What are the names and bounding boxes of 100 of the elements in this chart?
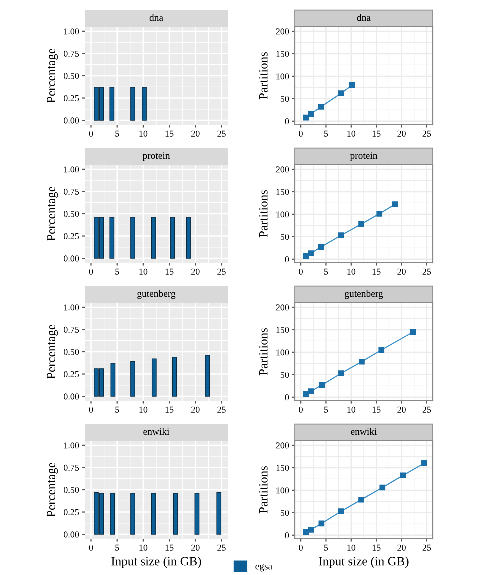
x-tick-label: 0 bbox=[299, 268, 303, 275]
x-tick-label: 5 bbox=[324, 406, 328, 413]
y-axis-title: Percentage bbox=[47, 463, 58, 518]
x-tick-label: 5 bbox=[324, 130, 328, 137]
y-axis-title: Percentage bbox=[47, 325, 58, 380]
chart-title: protein bbox=[350, 152, 378, 162]
y-tick-label: 50 bbox=[280, 510, 290, 516]
y-tick-label: 0.50 bbox=[64, 211, 80, 218]
y-tick-label: 0.75 bbox=[64, 50, 80, 57]
x-tick-label: 10 bbox=[348, 268, 356, 275]
x-tick-label: 5 bbox=[324, 268, 328, 275]
y-tick-label: 150 bbox=[276, 51, 290, 58]
y-tick-label: 100 bbox=[276, 350, 290, 356]
x-tick-label: 15 bbox=[372, 268, 381, 275]
x-tick-label: 10 bbox=[140, 268, 148, 275]
x-tick-label: 0 bbox=[89, 268, 94, 275]
point bbox=[338, 508, 344, 514]
x-tick-label: 20 bbox=[398, 268, 406, 275]
point bbox=[319, 382, 326, 388]
x-tick-label: 25 bbox=[422, 130, 432, 137]
y-tick-label: 0.25 bbox=[64, 509, 80, 516]
y-tick-label: 150 bbox=[276, 189, 290, 196]
point bbox=[378, 347, 385, 354]
chart-title: enwiki bbox=[144, 428, 170, 436]
chart-title: gutenberg bbox=[345, 290, 384, 300]
y-axis-title: Percentage bbox=[47, 49, 58, 104]
x-tick-label: 15 bbox=[372, 130, 381, 137]
y-tick-label: 0.75 bbox=[64, 326, 80, 333]
bar bbox=[110, 363, 116, 397]
y-tick-label: 200 bbox=[276, 304, 290, 311]
point bbox=[318, 244, 324, 250]
x-tick-label: 15 bbox=[166, 544, 174, 551]
x-tick-label: 25 bbox=[218, 130, 226, 137]
y-tick-label: 0 bbox=[285, 256, 290, 263]
y-tick-label: 200 bbox=[276, 442, 290, 449]
y-tick-label: 1.00 bbox=[64, 442, 80, 449]
point bbox=[376, 211, 383, 217]
y-tick-label: 100 bbox=[276, 212, 290, 218]
y-tick-label: 1.00 bbox=[64, 304, 80, 311]
point bbox=[303, 529, 309, 536]
x-tick-label: 10 bbox=[348, 544, 356, 551]
y-tick-label: 0.00 bbox=[64, 256, 80, 262]
x-tick-label: 25 bbox=[422, 406, 432, 413]
x-tick-label: 10 bbox=[348, 406, 356, 413]
point bbox=[308, 111, 314, 118]
y-axis-title: Partitions bbox=[259, 328, 268, 376]
y-tick-label: 50 bbox=[280, 372, 290, 378]
x-axis-title: Input size (in GB) bbox=[112, 556, 202, 568]
x-tick-label: 25 bbox=[218, 406, 226, 413]
point bbox=[303, 391, 309, 398]
y-tick-label: 0.00 bbox=[64, 118, 80, 124]
point bbox=[358, 221, 364, 228]
y-axis-title: Percentage bbox=[47, 187, 58, 242]
y-tick-label: 0.50 bbox=[64, 349, 80, 356]
legend-label: egsa bbox=[256, 564, 272, 572]
point bbox=[410, 329, 416, 336]
y-tick-label: 0.25 bbox=[64, 371, 80, 378]
x-tick-label: 15 bbox=[372, 544, 381, 551]
point bbox=[392, 202, 398, 208]
x-tick-label: 15 bbox=[166, 406, 174, 413]
chart-title: dna bbox=[150, 14, 164, 22]
x-tick-label: 5 bbox=[116, 544, 120, 551]
x-tick-label: 5 bbox=[116, 406, 120, 413]
x-tick-label: 25 bbox=[218, 268, 226, 275]
x-tick-label: 20 bbox=[192, 544, 200, 551]
point bbox=[303, 253, 309, 260]
point bbox=[308, 250, 314, 256]
point bbox=[318, 520, 325, 527]
x-tick-label: 0 bbox=[299, 544, 303, 551]
y-tick-label: 1.00 bbox=[64, 166, 80, 173]
point bbox=[308, 388, 314, 394]
point bbox=[308, 527, 314, 533]
x-tick-label: 15 bbox=[166, 130, 174, 137]
x-tick-label: 20 bbox=[398, 130, 406, 137]
x-tick-label: 15 bbox=[372, 406, 381, 413]
point bbox=[422, 460, 428, 466]
bar bbox=[130, 361, 136, 397]
y-tick-label: 0.50 bbox=[64, 487, 80, 494]
bar bbox=[172, 356, 178, 397]
x-tick-label: 10 bbox=[140, 544, 148, 551]
y-tick-label: 0.00 bbox=[64, 394, 80, 400]
x-tick-label: 10 bbox=[140, 130, 148, 137]
point bbox=[338, 90, 344, 96]
x-tick-label: 20 bbox=[192, 268, 200, 275]
bar bbox=[205, 355, 210, 397]
y-axis-title: Partitions bbox=[259, 466, 268, 514]
point bbox=[400, 472, 406, 479]
chart-title: protein bbox=[142, 152, 170, 162]
x-tick-label: 0 bbox=[299, 406, 303, 413]
x-tick-label: 5 bbox=[116, 130, 120, 137]
y-tick-label: 1.00 bbox=[64, 28, 80, 35]
x-tick-label: 0 bbox=[89, 406, 94, 413]
point bbox=[380, 484, 386, 491]
y-tick-label: 0.25 bbox=[64, 95, 80, 102]
y-tick-label: 0.75 bbox=[64, 464, 80, 471]
y-tick-label: 100 bbox=[276, 488, 290, 494]
x-tick-label: 20 bbox=[398, 544, 406, 551]
y-tick-label: 0 bbox=[285, 532, 290, 539]
y-axis-title: Partitions bbox=[259, 190, 268, 238]
x-tick-label: 25 bbox=[422, 544, 432, 551]
